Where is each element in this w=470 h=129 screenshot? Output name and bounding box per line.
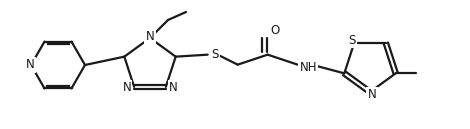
Text: N: N [368,88,376,102]
Text: N: N [122,81,131,94]
Text: N: N [146,30,154,43]
Text: N: N [169,81,178,94]
Text: O: O [271,24,280,37]
Text: S: S [212,48,219,61]
Text: S: S [348,34,356,47]
Text: N: N [26,58,34,71]
Text: NH: NH [300,61,317,74]
